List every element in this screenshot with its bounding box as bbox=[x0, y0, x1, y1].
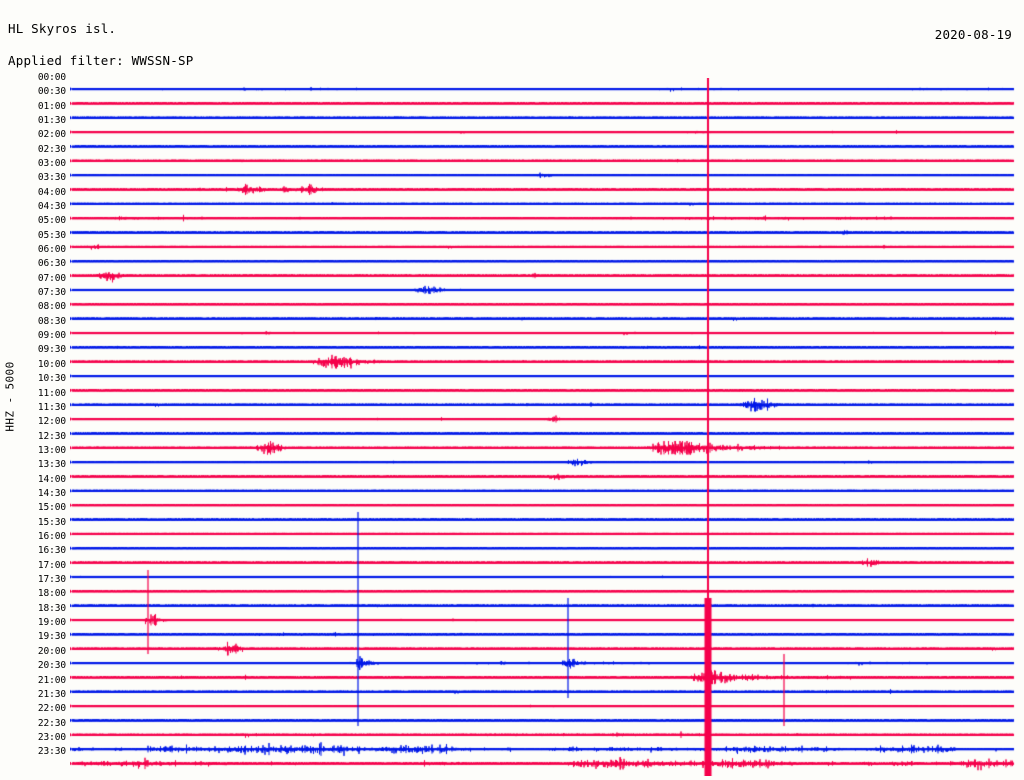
time-label: 02:00 bbox=[37, 129, 66, 141]
time-label: 11:00 bbox=[37, 387, 66, 399]
time-label: 06:00 bbox=[37, 244, 66, 255]
time-label: 21:30 bbox=[37, 688, 66, 700]
applied-filter-label: Applied filter: WWSSN-SP bbox=[8, 53, 194, 68]
time-label: 13:00 bbox=[37, 444, 66, 456]
time-label: 03:00 bbox=[37, 157, 66, 169]
time-label: 04:00 bbox=[37, 186, 66, 198]
time-label: 08:30 bbox=[37, 315, 66, 327]
time-label: 05:30 bbox=[37, 229, 66, 241]
time-label: 13:30 bbox=[37, 459, 66, 471]
time-label: 14:30 bbox=[37, 487, 66, 499]
time-label: 22:30 bbox=[37, 717, 66, 729]
time-label: 04:30 bbox=[37, 200, 66, 212]
time-label: 12:00 bbox=[37, 416, 66, 428]
time-label: 17:30 bbox=[37, 574, 66, 586]
time-label: 23:00 bbox=[37, 731, 66, 743]
time-label: 23:30 bbox=[37, 746, 66, 758]
time-label: 16:00 bbox=[37, 531, 66, 542]
time-label: 20:30 bbox=[37, 660, 66, 672]
time-label: 12:30 bbox=[37, 430, 66, 442]
time-label: 19:30 bbox=[37, 631, 66, 643]
time-label: 14:00 bbox=[37, 473, 66, 485]
time-label: 18:00 bbox=[37, 588, 66, 600]
time-label: 03:30 bbox=[37, 172, 66, 184]
time-label: 09:00 bbox=[37, 330, 66, 342]
time-label: 01:30 bbox=[37, 114, 66, 126]
time-label: 11:30 bbox=[37, 401, 66, 413]
time-label: 21:00 bbox=[37, 674, 66, 686]
time-label: 10:00 bbox=[37, 358, 66, 370]
time-label: 07:30 bbox=[37, 287, 66, 299]
time-label: 07:00 bbox=[37, 272, 66, 284]
time-axis-labels: 00:00 00:30 01:00 01:30 02:00 02:30 03:00 03:30… bbox=[0, 0, 70, 780]
time-label: 05:00 bbox=[37, 215, 66, 227]
time-label: 09:30 bbox=[37, 344, 66, 356]
time-label: 17:00 bbox=[37, 559, 66, 571]
record-date: 2020-08-19 bbox=[934, 27, 1012, 42]
time-label: 01:00 bbox=[37, 100, 66, 112]
helicorder-plot bbox=[70, 78, 1016, 776]
time-label: 16:30 bbox=[37, 545, 66, 557]
time-label: 08:00 bbox=[37, 301, 66, 313]
seismogram-canvas bbox=[70, 78, 1016, 776]
time-label: 15:00 bbox=[37, 502, 66, 514]
time-label: 22:00 bbox=[37, 703, 66, 715]
time-label: 18:30 bbox=[37, 602, 66, 614]
time-label: 00:30 bbox=[37, 86, 66, 98]
time-label: 06:30 bbox=[37, 258, 66, 270]
time-label: 02:30 bbox=[37, 143, 66, 155]
station-title: HL Skyros isl. bbox=[8, 21, 117, 36]
time-label: 00:00 bbox=[37, 71, 66, 83]
time-label: 19:00 bbox=[37, 617, 66, 629]
time-label: 20:00 bbox=[37, 645, 66, 657]
time-label: 10:30 bbox=[37, 373, 66, 385]
time-label: 15:30 bbox=[37, 516, 66, 528]
